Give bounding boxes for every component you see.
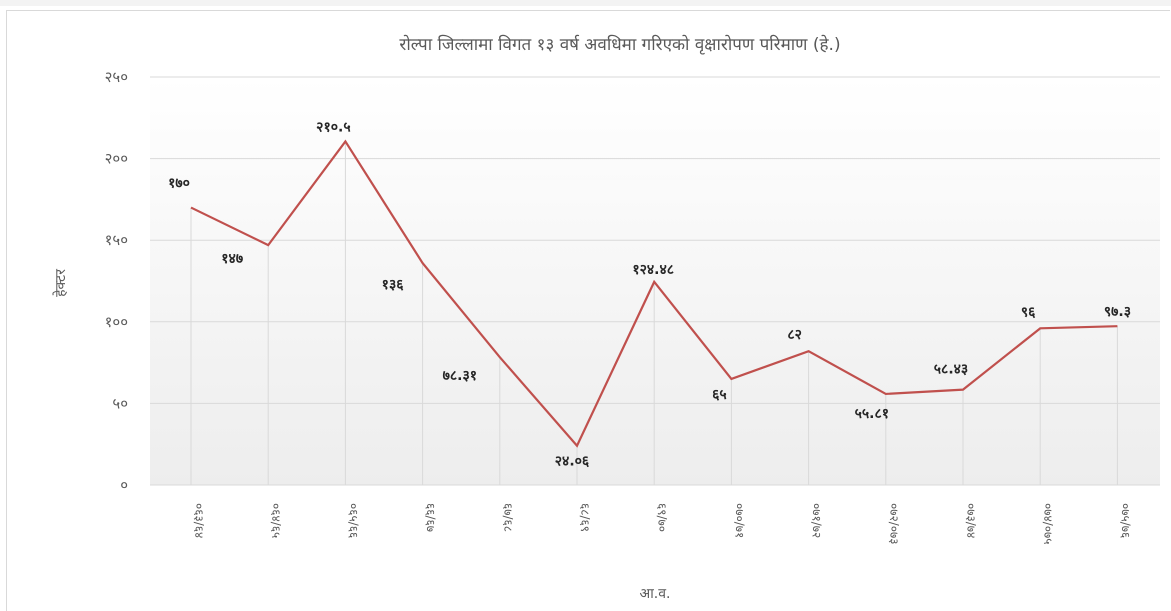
y-tick-label: २०० <box>105 150 128 168</box>
data-label: ९६ <box>1021 304 1036 320</box>
x-tick-label: ०७२/०७३ <box>887 503 901 544</box>
x-axis-ticks: ०६३/६४ ०६४/६५ ०६५/६६ ६६/६७ ६७/६८ ६८/६९ ६९/७० ०७… <box>192 503 1132 544</box>
data-label: ७८.३१ <box>443 368 477 384</box>
series-line <box>190 139 1118 448</box>
gridlines <box>150 76 1160 486</box>
x-tick-label: ६९/७० <box>655 503 669 532</box>
x-tick-label: ६६/६७ <box>424 503 438 532</box>
data-label: १४७ <box>221 251 243 267</box>
chart-title: रोल्पा जिल्लामा विगत १३ वर्ष अवधिमा गरिए… <box>399 34 840 55</box>
data-label: १७० <box>168 176 190 192</box>
data-label: ८२ <box>787 327 802 343</box>
y-axis-ticks: ० ५० १०० १५० २०० २५० <box>105 68 128 494</box>
x-tick-label: ०७४/०७५ <box>1041 503 1055 544</box>
x-tick-label: ०६३/६४ <box>192 503 206 538</box>
data-label: ६५ <box>712 387 727 403</box>
data-label: १३६ <box>382 277 405 293</box>
data-labels: १७० १४७ २१०.५ १३६ ७८.३१ २४.०६ १२४.४८ ६५ ८२ ५५.८१ ५… <box>168 119 1131 469</box>
top-strip <box>0 0 1171 6</box>
x-tick-label: ०७५/७६ <box>1118 503 1132 538</box>
data-label: ५५.८१ <box>855 406 889 422</box>
x-tick-label: ०७३/७४ <box>964 503 978 538</box>
y-axis-label: हेक्टर <box>52 269 69 297</box>
chart-frame <box>6 10 1170 611</box>
plot-area <box>150 77 1160 485</box>
data-label: १२४.४८ <box>632 262 674 278</box>
y-tick-label: ० <box>120 476 128 494</box>
x-tick-label: ०६५/६६ <box>346 503 360 538</box>
x-tick-label: ६८/६९ <box>578 503 592 532</box>
data-label: ५८.४३ <box>934 362 968 378</box>
y-tick-label: ५० <box>112 394 128 412</box>
y-tick-label: २५० <box>105 68 128 86</box>
data-label: ९७.३ <box>1104 304 1131 320</box>
drop-lines <box>190 141 1118 485</box>
x-tick-label: ०७०/७१ <box>732 503 746 538</box>
y-tick-label: १०० <box>105 313 128 331</box>
x-tick-label: ६७/६८ <box>501 503 515 532</box>
data-label: २४.०६ <box>555 454 590 470</box>
x-axis-label: आ.व. <box>640 586 671 602</box>
x-tick-label: ०७१/७२ <box>810 503 824 538</box>
x-tick-label: ०६४/६५ <box>269 503 283 538</box>
data-label: २१०.५ <box>316 119 350 135</box>
y-tick-label: १५० <box>105 231 128 249</box>
